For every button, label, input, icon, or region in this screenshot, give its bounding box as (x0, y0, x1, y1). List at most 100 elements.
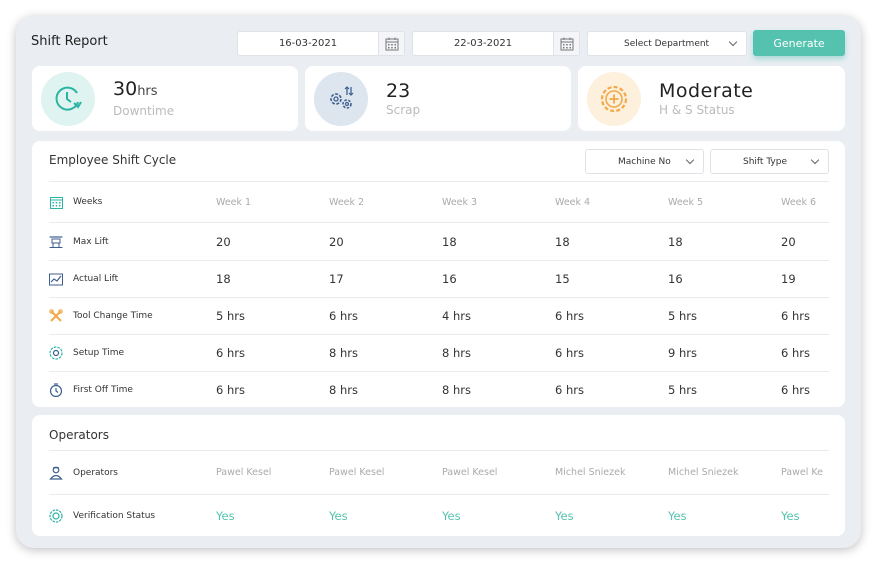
week-header: Week 3 (442, 196, 478, 208)
operator-icon (49, 466, 63, 480)
verification-status: Yes (329, 508, 348, 523)
calendar-grid-icon (49, 195, 63, 209)
verification-status: Yes (555, 508, 574, 523)
hs-status-card: Moderate H & S Status (578, 66, 845, 131)
shift-type-select[interactable]: Shift Type (710, 149, 829, 174)
machine-no-label: Machine No (618, 156, 671, 167)
department-select-label: Select Department (624, 38, 710, 49)
generate-button[interactable]: Generate (753, 30, 845, 56)
week-header: Week 2 (329, 196, 365, 208)
table-cell: 6 hrs (781, 346, 810, 360)
hs-status-label: H & S Status (659, 102, 735, 117)
scrap-value: 23 (386, 79, 411, 102)
table-cell: 6 hrs (781, 309, 810, 323)
calendar-icon[interactable] (553, 32, 579, 55)
table-cell: 18 (216, 272, 231, 286)
table-cell: 6 hrs (329, 309, 358, 323)
end-date-value: 22-03-2021 (453, 38, 513, 49)
table-cell: 17 (329, 272, 344, 286)
row-label: Actual Lift (73, 274, 119, 284)
verification-row: Verification Status Yes Yes Yes Yes Yes … (49, 494, 829, 536)
calendar-icon[interactable] (378, 32, 404, 55)
table-row-first-off-time: First Off Time 6 hrs 8 hrs 8 hrs 6 hrs 5… (49, 371, 829, 408)
table-cell: 20 (329, 234, 344, 249)
table-cell: 8 hrs (329, 346, 358, 360)
table-cell: 15 (555, 272, 570, 286)
shift-cycle-title: Employee Shift Cycle (49, 153, 177, 167)
week-header: Week 1 (216, 196, 252, 208)
table-cell: 19 (781, 272, 796, 286)
table-cell: 5 hrs (216, 309, 245, 323)
table-cell: 6 hrs (216, 383, 245, 397)
week-header: Week 5 (668, 196, 704, 208)
gears-sort-icon (314, 71, 368, 126)
chevron-down-icon (728, 37, 738, 47)
row-label: Setup Time (73, 348, 125, 358)
table-cell: 5 hrs (668, 383, 697, 397)
table-cell: 18 (555, 234, 570, 249)
chevron-down-icon (685, 155, 695, 165)
table-row-actual-lift: Actual Lift 18 17 16 15 16 19 (49, 260, 829, 297)
operator-name: Pawel Kesel (329, 467, 385, 478)
table-cell: 5 hrs (668, 309, 697, 323)
table-cell: 18 (668, 234, 683, 249)
week-header: Week 4 (555, 196, 591, 208)
table-cell: 8 hrs (442, 383, 471, 397)
operator-name: Michel Sniezek (555, 467, 626, 478)
downtime-label: Downtime (113, 104, 175, 118)
verification-status: Yes (442, 508, 461, 523)
table-row-max-lift: Max Lift 20 20 18 18 18 20 (49, 222, 829, 260)
table-cell: 6 hrs (555, 309, 584, 323)
table-cell: 20 (216, 234, 231, 249)
table-cell: 20 (781, 234, 796, 249)
operators-title: Operators (49, 428, 109, 442)
start-date-value: 16-03-2021 (278, 38, 338, 49)
table-row-tool-change-time: Tool Change Time 5 hrs 6 hrs 4 hrs 6 hrs… (49, 297, 829, 334)
downtime-value: 30 (113, 78, 138, 100)
table-cell: 9 hrs (668, 346, 697, 360)
actual-lift-icon (49, 272, 63, 286)
row-label: Operators (73, 467, 118, 478)
weeks-header-row: Weeks Week 1 Week 2 Week 3 Week 4 Week 5… (49, 181, 829, 222)
scrap-label: Scrap (386, 102, 421, 117)
row-label: Tool Change Time (73, 311, 153, 321)
setup-icon (49, 346, 63, 360)
start-date-field[interactable]: 16-03-2021 (237, 31, 405, 56)
verification-status: Yes (216, 508, 235, 523)
table-row-setup-time: Setup Time 6 hrs 8 hrs 8 hrs 6 hrs 9 hrs… (49, 334, 829, 371)
page-title: Shift Report (31, 34, 108, 49)
operators-panel: Operators Operators Pawel Kesel Pawel Ke… (32, 415, 845, 536)
row-label: First Off Time (73, 385, 133, 395)
table-cell: 6 hrs (781, 383, 810, 397)
operator-name: Pawel Kesel (442, 467, 498, 478)
table-cell: 4 hrs (442, 309, 471, 323)
table-cell: 8 hrs (442, 346, 471, 360)
table-cell: 6 hrs (555, 346, 584, 360)
row-label: Max Lift (73, 236, 109, 247)
shift-cycle-panel: Employee Shift Cycle Machine No Shift Ty… (32, 141, 845, 407)
machine-no-select[interactable]: Machine No (585, 149, 704, 174)
downtime-unit: hrs (137, 84, 158, 99)
downtime-card: 30hrs Downtime (32, 66, 298, 131)
operator-name: Pawel Kesel (216, 467, 272, 478)
verified-badge-icon (49, 508, 63, 523)
operators-row: Operators Pawel Kesel Pawel Kesel Pawel … (49, 450, 829, 494)
end-date-field[interactable]: 22-03-2021 (412, 31, 580, 56)
table-cell: 18 (442, 234, 457, 249)
table-cell: 16 (668, 272, 683, 286)
table-cell: 8 hrs (329, 383, 358, 397)
gear-plus-icon (587, 71, 641, 126)
weeks-label: Weeks (73, 197, 103, 207)
operator-name: Michel Sniezek (668, 467, 739, 478)
hs-status-value: Moderate (659, 79, 754, 102)
table-cell: 16 (442, 272, 457, 286)
operator-name: Pawel Ke (781, 467, 823, 478)
app-window: Shift Report 16-03-2021 22-03-2021 Selec… (16, 16, 861, 548)
max-lift-icon (49, 235, 63, 249)
table-cell: 6 hrs (216, 346, 245, 360)
table-cell: 6 hrs (555, 383, 584, 397)
timer-icon (49, 383, 63, 397)
tools-icon (49, 309, 63, 323)
verification-status: Yes (668, 508, 687, 523)
department-select[interactable]: Select Department (587, 31, 747, 56)
